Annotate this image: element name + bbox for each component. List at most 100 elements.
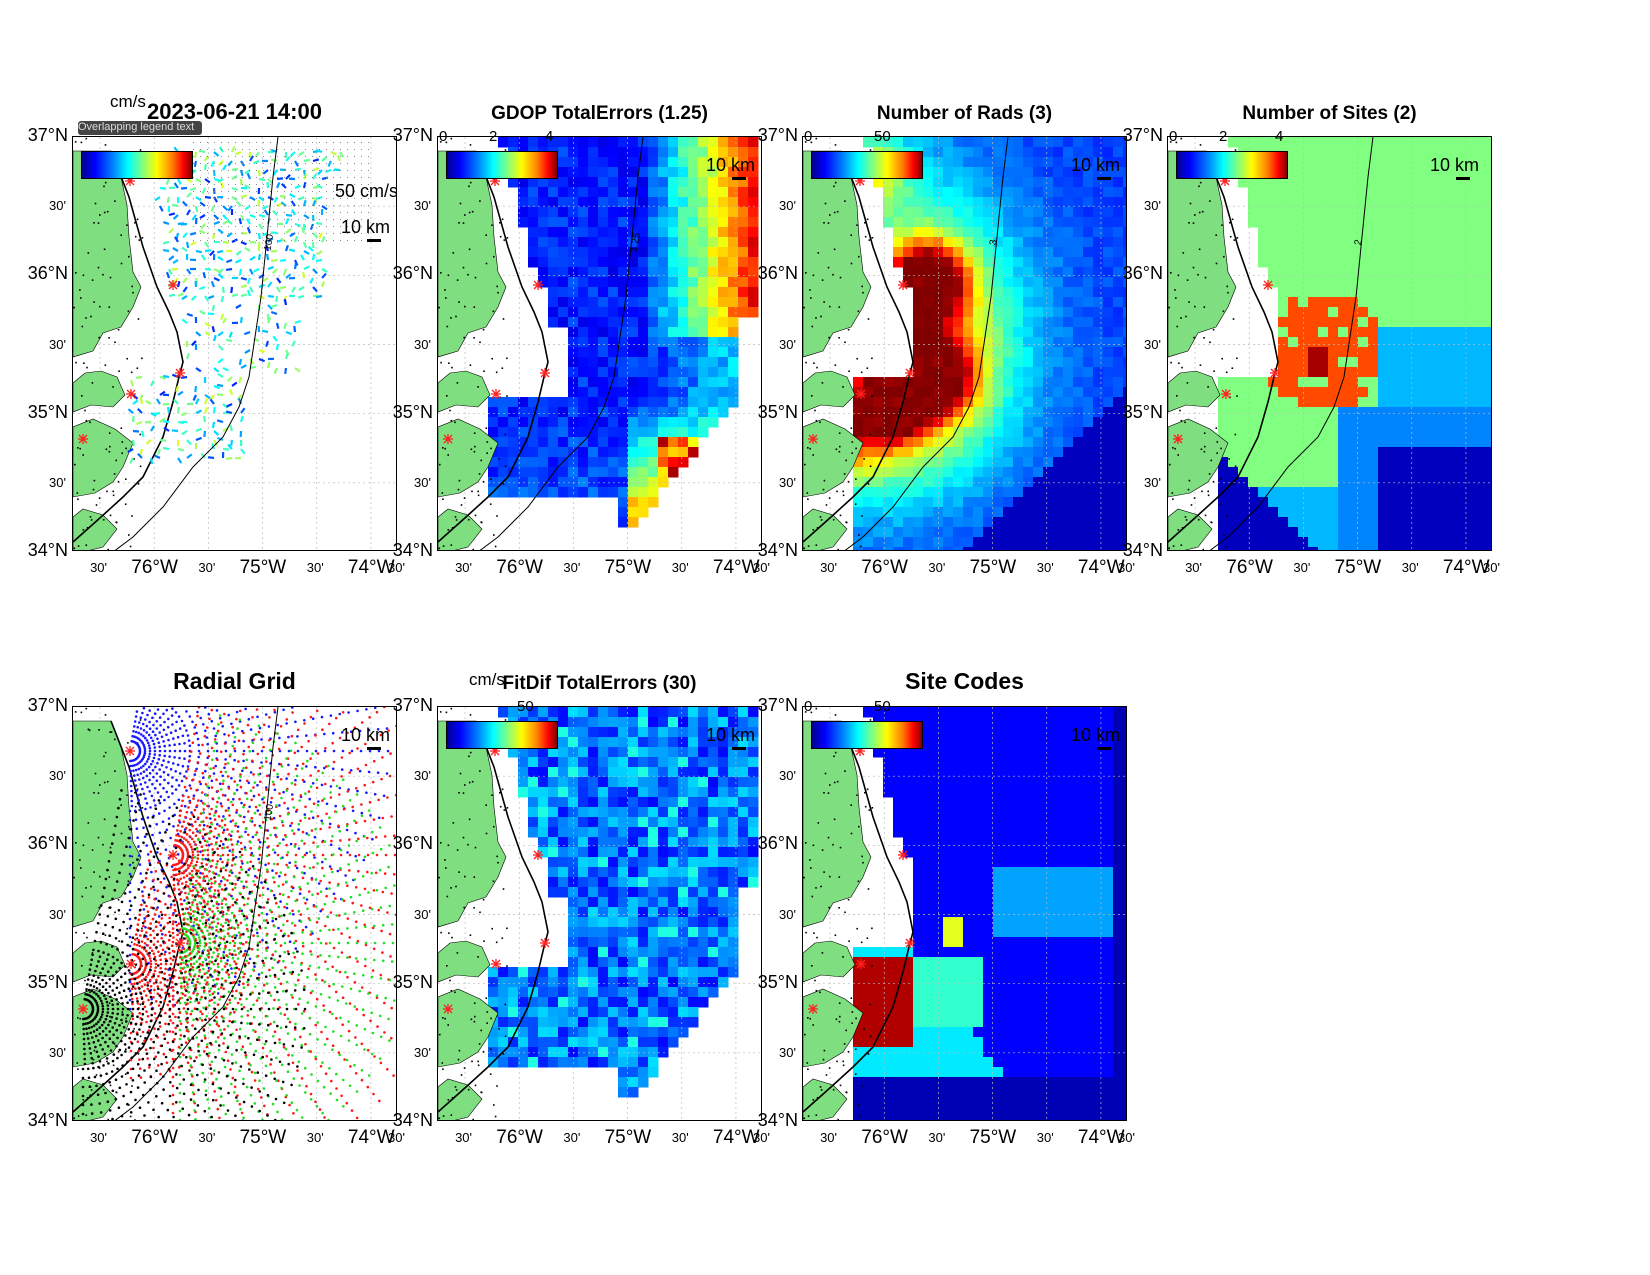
- data-cell: [1043, 447, 1054, 458]
- data-cell: [1103, 257, 1114, 268]
- data-cell: [488, 467, 499, 478]
- island-dot: [104, 934, 107, 936]
- data-cell: [1093, 147, 1104, 158]
- radial-grid-point: [176, 735, 180, 739]
- data-cell: [608, 427, 619, 438]
- data-cell: [1123, 177, 1126, 188]
- data-cell: [548, 467, 559, 478]
- grid-point: [228, 142, 229, 143]
- island-dot: [463, 497, 466, 499]
- data-cell: [1398, 547, 1409, 550]
- current-vector: [283, 322, 288, 330]
- grid-point: [256, 170, 257, 171]
- data-cell: [1378, 267, 1389, 278]
- data-cell: [638, 477, 649, 488]
- data-cell: [718, 207, 729, 218]
- map-area[interactable]: 10 km 1.25: [437, 136, 762, 551]
- data-cell: [668, 147, 679, 158]
- data-cell: [1428, 197, 1439, 208]
- island-dot: [817, 252, 820, 254]
- data-cell: [1358, 497, 1369, 508]
- data-cell: [1338, 537, 1349, 548]
- data-cell: [1368, 447, 1379, 458]
- island-dot: [98, 729, 100, 731]
- data-cell: [698, 257, 709, 268]
- map-area[interactable]: 10 km 3: [802, 136, 1127, 551]
- grid-point: [326, 163, 327, 164]
- data-cell: [1093, 207, 1104, 218]
- data-cell: [1288, 327, 1299, 338]
- data-cell: [1468, 347, 1479, 358]
- data-cell: [963, 307, 974, 318]
- current-vector: [246, 172, 252, 180]
- data-cell: [1348, 157, 1359, 168]
- data-cell: [558, 257, 569, 268]
- data-cell: [1023, 187, 1034, 198]
- grid-point: [228, 163, 229, 164]
- island-dot: [94, 202, 97, 205]
- radial-grid-point: [215, 709, 219, 712]
- current-vector: [267, 281, 273, 288]
- data-cell: [1368, 517, 1379, 528]
- data-cell: [1053, 487, 1064, 498]
- data-cell: [1398, 347, 1409, 358]
- map-area[interactable]: 10 km 50 cm/s 100: [72, 136, 397, 551]
- data-cell: [558, 167, 569, 178]
- data-cell: [1378, 397, 1389, 408]
- data-cell: [658, 397, 669, 408]
- grid-point: [214, 177, 215, 178]
- current-vector: [203, 430, 207, 438]
- data-cell: [1033, 137, 1044, 148]
- grid-point: [214, 233, 215, 234]
- data-cell: [1288, 277, 1299, 288]
- island-dot: [89, 991, 91, 994]
- radial-grid-point: [145, 739, 149, 742]
- island-dot: [463, 336, 465, 339]
- data-cell: [1238, 387, 1249, 398]
- grid-point: [291, 233, 292, 234]
- lon-tick: 74°W: [1077, 557, 1125, 578]
- data-cell: [748, 277, 759, 288]
- data-cell: [1003, 407, 1014, 418]
- data-cell: [1468, 417, 1479, 428]
- map-area[interactable]: 10 km 100: [72, 706, 397, 1121]
- data-cell: [1248, 377, 1259, 388]
- data-cell: [638, 227, 649, 238]
- data-cell: [668, 367, 679, 378]
- island-dot: [93, 1049, 96, 1052]
- radial-grid-point: [241, 769, 244, 773]
- data-cell: [1348, 317, 1359, 328]
- data-cell: [1328, 547, 1339, 550]
- island-dot: [490, 447, 492, 450]
- data-cell: [1448, 447, 1459, 458]
- radial-grid-point: [165, 733, 168, 736]
- data-cell: [1258, 527, 1269, 538]
- current-vector: [291, 286, 296, 293]
- map-area[interactable]: 10 km 2: [1167, 136, 1492, 551]
- data-cell: [1308, 217, 1319, 228]
- island-dot: [832, 273, 834, 276]
- colorbar-tick: 4: [545, 128, 554, 145]
- data-cell: [1043, 357, 1054, 368]
- radial-grid-point: [164, 848, 168, 851]
- data-cell: [538, 217, 549, 228]
- data-cell: [1438, 267, 1449, 278]
- radial-grid-point: [138, 803, 141, 807]
- radial-grid-point: [142, 792, 146, 796]
- data-cell: [1278, 497, 1289, 508]
- data-cell: [1328, 397, 1339, 408]
- data-cell: [1003, 477, 1014, 488]
- data-cell: [698, 357, 709, 368]
- data-cell: [863, 457, 874, 468]
- island-dot: [1198, 185, 1200, 188]
- data-cell: [913, 207, 924, 218]
- radial-grid-point: [138, 863, 142, 866]
- data-cell: [698, 187, 709, 198]
- data-cell: [993, 367, 1004, 378]
- current-vector: [213, 151, 220, 157]
- data-cell: [558, 317, 569, 328]
- radial-grid-point: [223, 794, 227, 797]
- data-cell: [608, 227, 619, 238]
- data-cell: [1053, 197, 1064, 208]
- radial-grid-point: [148, 752, 152, 756]
